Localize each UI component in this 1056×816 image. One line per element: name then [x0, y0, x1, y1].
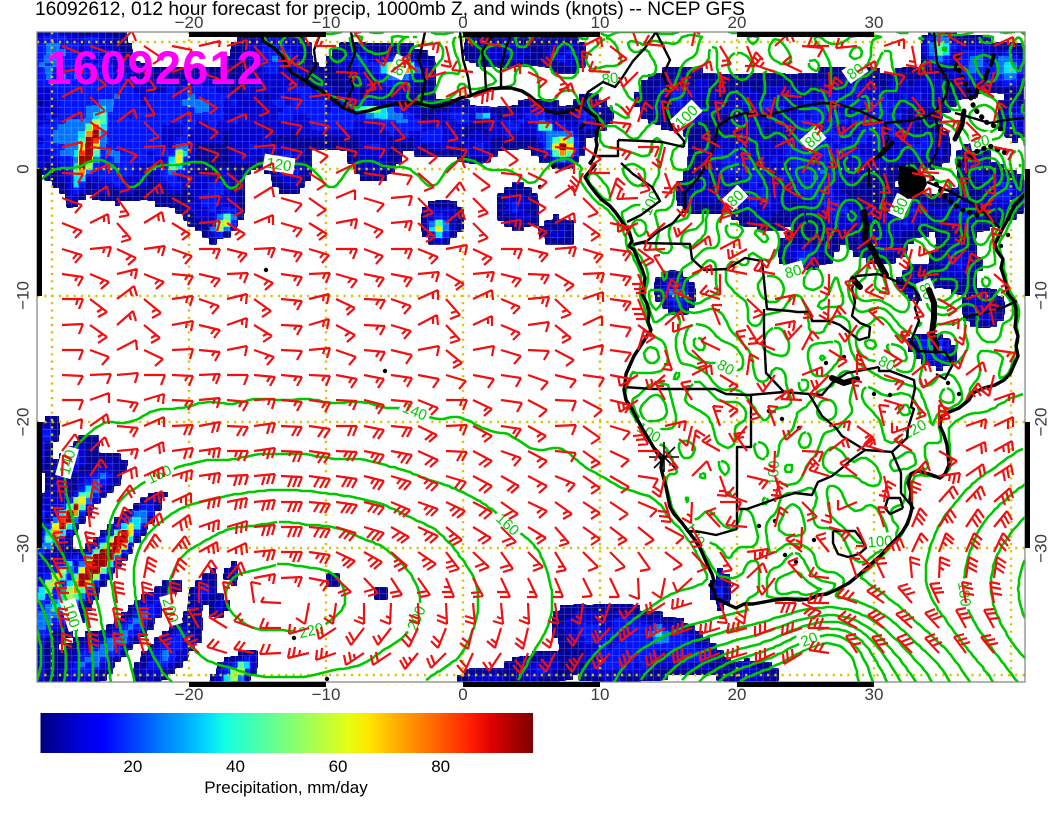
svg-text:60: 60: [329, 757, 348, 776]
svg-text:20: 20: [728, 685, 747, 704]
svg-text:40: 40: [226, 757, 245, 776]
svg-text:−30: −30: [1031, 534, 1050, 563]
svg-text:100: 100: [765, 460, 782, 485]
svg-text:80: 80: [875, 353, 897, 376]
svg-text:100: 100: [59, 601, 83, 630]
svg-text:−10: −10: [312, 685, 341, 704]
svg-text:0: 0: [1031, 164, 1050, 173]
svg-text:0: 0: [13, 164, 32, 173]
svg-text:−20: −20: [1031, 408, 1050, 437]
svg-text:80: 80: [783, 261, 804, 282]
svg-text:16092612: 16092612: [46, 41, 265, 94]
svg-text:120: 120: [265, 155, 292, 176]
svg-text:20: 20: [123, 757, 142, 776]
svg-text:0: 0: [458, 13, 467, 32]
svg-text:10: 10: [591, 13, 610, 32]
svg-text:20: 20: [799, 629, 820, 651]
svg-text:Precipitation, mm/day: Precipitation, mm/day: [204, 778, 368, 797]
svg-text:−20: −20: [175, 13, 204, 32]
svg-text:−20: −20: [175, 685, 204, 704]
svg-text:−10: −10: [312, 13, 341, 32]
svg-text:−10: −10: [1031, 281, 1050, 310]
svg-text:30: 30: [865, 685, 884, 704]
svg-text:200: 200: [158, 596, 181, 625]
svg-text:30: 30: [865, 13, 884, 32]
svg-text:80: 80: [431, 757, 450, 776]
svg-text:20: 20: [728, 13, 747, 32]
svg-text:10: 10: [591, 685, 610, 704]
svg-text:80: 80: [844, 60, 867, 83]
svg-text:0: 0: [458, 685, 467, 704]
svg-text:16092612, 012 hour forecast fo: 16092612, 012 hour forecast for precip, …: [35, 0, 745, 20]
svg-text:80: 80: [714, 356, 737, 379]
svg-text:80: 80: [890, 195, 912, 217]
svg-text:−30: −30: [13, 534, 32, 563]
svg-text:−20: −20: [13, 408, 32, 437]
svg-text:−10: −10: [13, 281, 32, 310]
